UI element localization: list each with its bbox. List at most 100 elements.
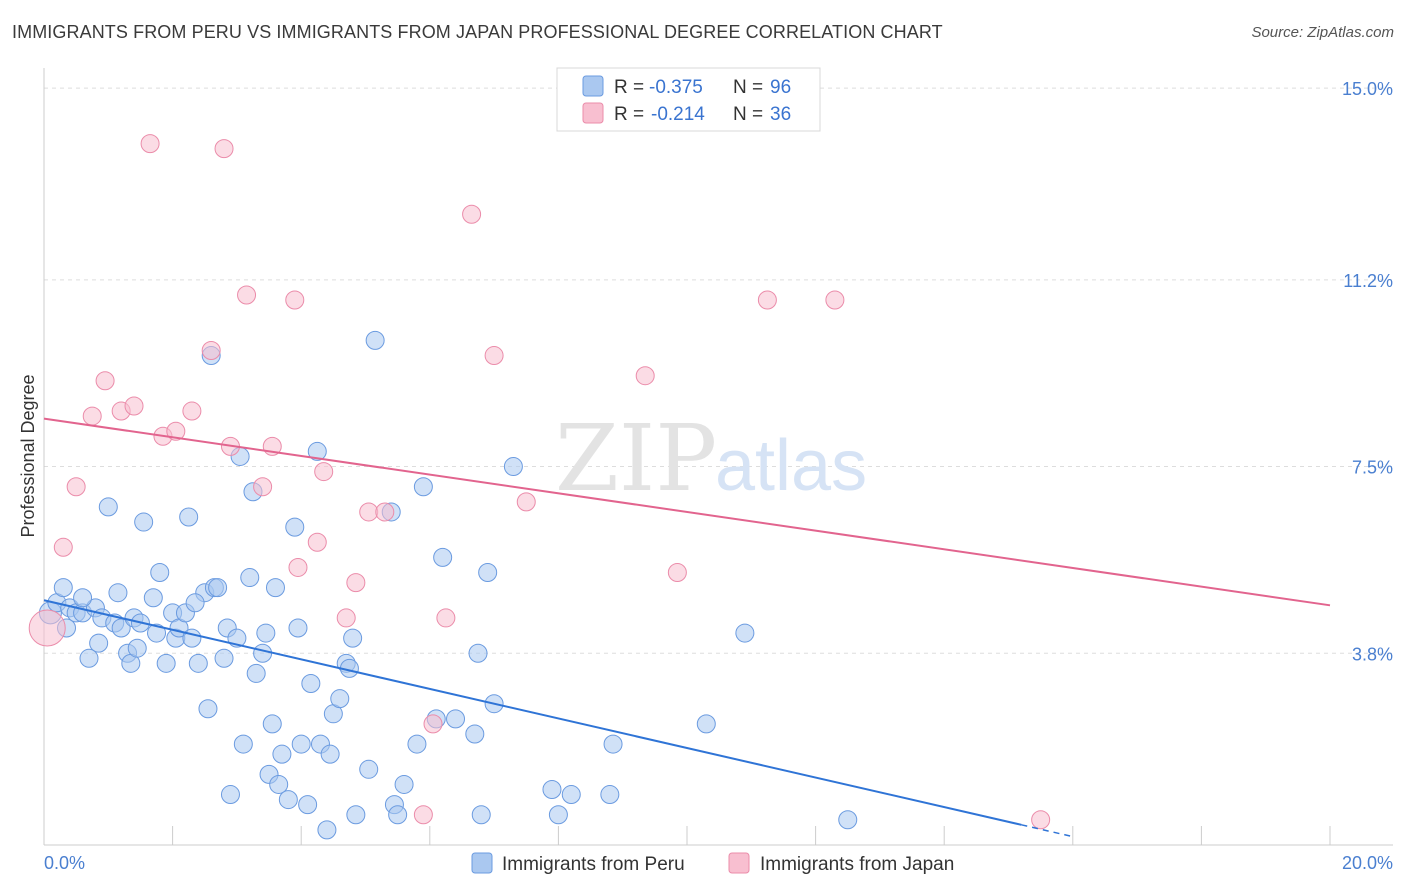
legend-peru-swatch <box>582 75 604 97</box>
japan-point <box>423 714 443 734</box>
peru-point <box>320 744 340 764</box>
source-label: Source: ZipAtlas.com <box>1251 24 1394 41</box>
peru-point <box>256 623 276 643</box>
legend-top: R = -0.375 N = 96 R = -0.214 N = 36 <box>556 67 821 132</box>
peru-point <box>465 724 485 744</box>
peru-point <box>446 709 466 729</box>
grid-lines <box>44 87 1393 654</box>
peru-point <box>503 457 523 477</box>
japan-point <box>825 290 845 310</box>
y-tick-labels: 3.8% 7.5% 11.2% 15.0% <box>1342 79 1393 664</box>
peru-point <box>134 512 154 532</box>
japan-point <box>201 340 221 360</box>
peru-point <box>433 547 453 567</box>
japan-point <box>285 290 305 310</box>
peru-point <box>278 790 298 810</box>
trend-lines <box>43 417 1331 838</box>
japan-point <box>462 204 482 224</box>
japan-point <box>757 290 777 310</box>
peru-point <box>185 593 205 613</box>
japan-point <box>288 557 308 577</box>
peru-point <box>561 785 581 805</box>
legend-bottom-japan-swatch <box>728 852 750 874</box>
peru-point <box>548 805 568 825</box>
legend-bottom: Immigrants from Peru Immigrants from Jap… <box>471 852 954 875</box>
peru-point <box>265 578 285 598</box>
peru-point <box>108 583 128 603</box>
peru-point <box>214 648 234 668</box>
peru-point <box>838 810 858 830</box>
peru-point <box>143 588 163 608</box>
japan-point <box>253 477 273 497</box>
peru-point <box>288 618 308 638</box>
japan-point <box>140 134 160 154</box>
peru-point <box>89 633 109 653</box>
legend-japan-n-label: N = <box>733 104 763 125</box>
japan-point <box>1031 810 1051 830</box>
y-tick-label: 3.8% <box>1352 644 1393 664</box>
legend-japan-n-value: 36 <box>770 104 791 125</box>
japan-point <box>237 285 257 305</box>
japan-point <box>667 563 687 583</box>
japan-point <box>484 346 504 366</box>
peru-point <box>330 689 350 709</box>
japan-point <box>346 573 366 593</box>
peru-point <box>346 805 366 825</box>
y-tick-label: 11.2% <box>1343 271 1393 291</box>
japan-point <box>124 396 144 416</box>
peru-point <box>220 785 240 805</box>
x-tick-marks <box>43 826 1331 845</box>
series-peru-points <box>38 330 858 840</box>
peru-point <box>471 805 491 825</box>
peru-point <box>343 628 363 648</box>
peru-point <box>307 441 327 461</box>
legend-bottom-japan-label: Immigrants from Japan <box>760 854 954 875</box>
peru-point <box>253 643 273 663</box>
legend-peru-n-value: 96 <box>770 77 791 98</box>
legend-peru-r-label: R = <box>614 77 644 98</box>
peru-point <box>79 648 99 668</box>
japan-point <box>436 608 456 628</box>
chart-title: IMMIGRANTS FROM PERU VS IMMIGRANTS FROM … <box>12 22 943 42</box>
legend-bottom-peru-label: Immigrants from Peru <box>502 854 685 875</box>
legend-japan-r-label: R = <box>614 104 644 125</box>
peru-point <box>198 699 218 719</box>
peru-point <box>73 588 93 608</box>
y-tick-label: 15.0% <box>1342 79 1393 99</box>
peru-point <box>407 734 427 754</box>
peru-point <box>208 578 228 598</box>
peru-point <box>98 497 118 517</box>
legend-japan-r-value: -0.214 <box>651 104 705 125</box>
japan-point <box>375 502 395 522</box>
peru-point <box>291 734 311 754</box>
peru-point <box>735 623 755 643</box>
peru-point <box>53 578 73 598</box>
japan-point <box>95 371 115 391</box>
x-tick-label-max: 20.0% <box>1342 853 1393 873</box>
peru-point <box>233 734 253 754</box>
peru-point <box>365 330 385 350</box>
peru-point <box>188 653 208 673</box>
peru-point <box>600 785 620 805</box>
peru-point <box>478 563 498 583</box>
japan-point <box>307 532 327 552</box>
trend-line-peru-extension <box>1021 824 1073 838</box>
peru-point <box>603 734 623 754</box>
watermark-atlas: atlas <box>715 426 867 506</box>
watermark-zip: ZIP <box>555 405 717 512</box>
peru-point <box>359 759 379 779</box>
peru-point <box>394 774 414 794</box>
legend-bottom-peru-swatch <box>471 852 493 874</box>
peru-point <box>246 663 266 683</box>
japan-point <box>635 366 655 386</box>
peru-point <box>127 638 147 658</box>
peru-point <box>298 795 318 815</box>
japan-point <box>413 805 433 825</box>
japan-point <box>166 421 186 441</box>
peru-point <box>468 643 488 663</box>
y-axis-label: Professional Degree <box>18 374 38 537</box>
peru-point <box>696 714 716 734</box>
series-japan-points <box>28 134 1051 830</box>
peru-point <box>240 568 260 588</box>
